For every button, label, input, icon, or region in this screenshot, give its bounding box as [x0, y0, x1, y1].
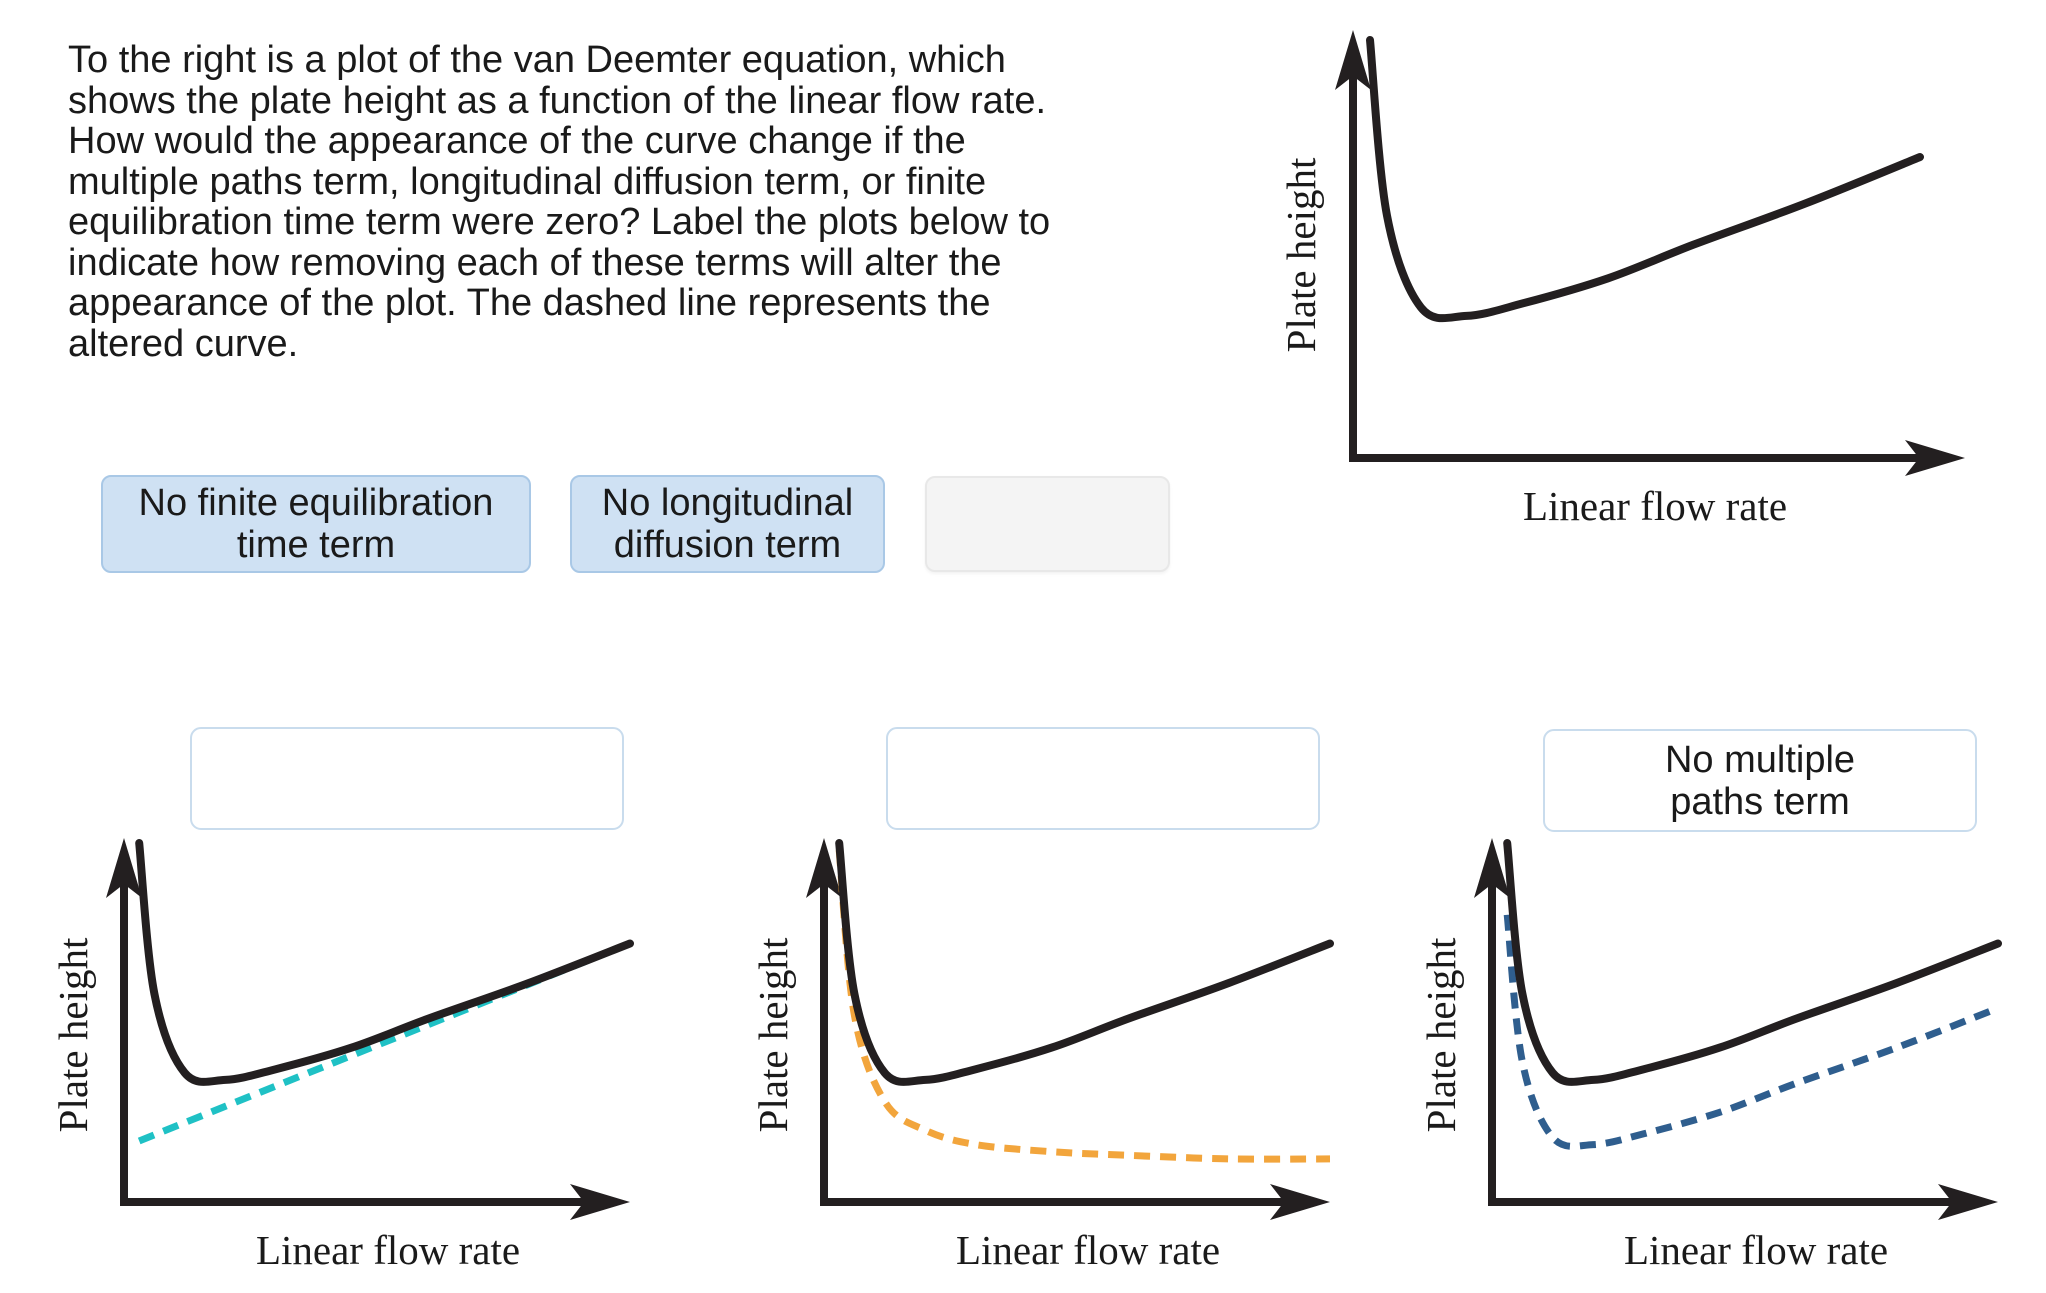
y-axis-arrow	[1335, 30, 1371, 90]
x-axis-arrow	[1938, 1184, 1998, 1220]
y-axis-label: Plate height	[1278, 157, 1324, 352]
chip-label-line: No finite equilibration	[138, 482, 494, 524]
series-layer	[835, 839, 1334, 1163]
x-axis-arrow	[1905, 440, 1965, 476]
y-axis-label: Plate height	[50, 937, 96, 1132]
x-axis-arrow	[570, 1184, 630, 1220]
x-axis-label: Linear flow rate	[1624, 1227, 1888, 1273]
x-axis-label: Linear flow rate	[1523, 483, 1787, 529]
altered-curve-dashed	[137, 940, 632, 1145]
question-line: altered curve.	[68, 322, 299, 365]
question-text: To the right is a plot of the van Deemte…	[68, 40, 1158, 364]
y-axis-arrow	[1474, 838, 1510, 898]
chip-no-longitudinal-diffusion[interactable]: No longitudinal diffusion term	[570, 475, 885, 573]
chip-slot-empty	[925, 476, 1170, 572]
series-layer	[1366, 36, 1924, 323]
altered-curve-dashed	[1503, 914, 2000, 1150]
option-plot-3: Linear flow rate Plate height	[1418, 838, 2002, 1273]
question-line: equilibration time term were zero? Label…	[68, 201, 1051, 243]
question-line: appearance of the plot. The dashed line …	[68, 282, 991, 324]
question-line: To the right is a plot of the van Deemte…	[68, 39, 1006, 81]
question-line: multiple paths term, longitudinal diffus…	[68, 160, 987, 203]
question-line: indicate how removing each of these term…	[68, 241, 1002, 284]
original-curve	[835, 839, 1334, 1086]
original-curve	[1366, 36, 1924, 323]
x-axis-label: Linear flow rate	[956, 1227, 1220, 1273]
y-axis-arrow	[106, 838, 142, 898]
target-label-line: paths term	[1670, 780, 1850, 823]
original-curve	[135, 839, 634, 1086]
series-layer	[1503, 839, 2002, 1150]
series-layer	[135, 839, 634, 1145]
chip-label-line: diffusion term	[613, 524, 842, 566]
y-axis-arrow	[806, 838, 842, 898]
drop-target-1[interactable]	[190, 727, 624, 830]
drop-target-3[interactable]: No multiple paths term	[1543, 729, 1977, 832]
x-axis-label: Linear flow rate	[256, 1227, 520, 1273]
question-line: shows the plate height as a function of …	[68, 79, 1047, 122]
y-axis-label: Plate height	[750, 937, 796, 1132]
altered-curve-dashed	[835, 849, 1331, 1163]
option-plot-1: Linear flow rate Plate height	[50, 838, 634, 1273]
question-line: How would the appearance of the curve ch…	[68, 120, 966, 162]
target-label-line: No multiple	[1664, 738, 1856, 781]
chip-no-finite-equilibration[interactable]: No finite equilibration time term	[101, 475, 531, 573]
option-plot-2: Linear flow rate Plate height	[750, 838, 1334, 1273]
reference-plot: Linear flow rate Plate height	[1278, 30, 1965, 529]
chip-label-line: time term	[236, 524, 396, 566]
original-curve	[1503, 839, 2002, 1086]
y-axis-label: Plate height	[1418, 937, 1464, 1132]
drop-target-2[interactable]	[886, 727, 1320, 830]
x-axis-arrow	[1270, 1184, 1330, 1220]
chip-label-line: No longitudinal	[601, 482, 854, 524]
